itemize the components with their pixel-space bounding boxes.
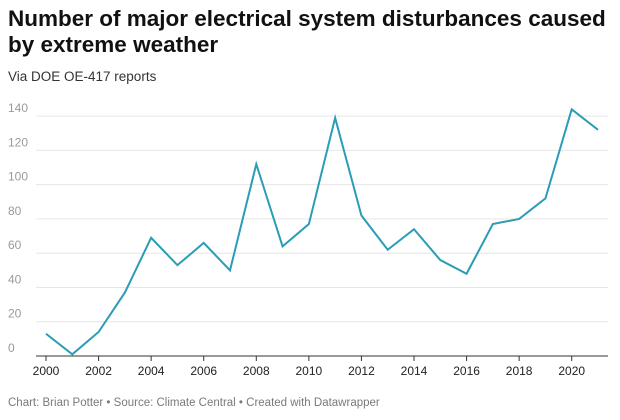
data-series (44, 107, 600, 356)
data-point (97, 330, 101, 334)
x-tick-label: 2004 (138, 364, 165, 378)
x-axis-ticks: 2000 2002 2004 2006 2008 2010 2012 2014 2016 2018… (33, 356, 585, 378)
y-tick-label: 20 (8, 307, 22, 321)
data-point (465, 272, 469, 276)
y-tick-label: 80 (8, 204, 22, 218)
data-point (228, 268, 232, 272)
x-tick-label: 2008 (243, 364, 270, 378)
data-point (333, 116, 337, 120)
data-point (149, 236, 153, 240)
y-axis-ticks: 0 20 40 60 80 100 120 140 (8, 101, 28, 355)
data-point (570, 107, 574, 111)
x-tick-label: 2016 (453, 364, 480, 378)
x-tick-label: 2000 (33, 364, 60, 378)
data-point (491, 222, 495, 226)
data-point (307, 222, 311, 226)
data-point (44, 332, 48, 336)
data-point (70, 352, 74, 356)
x-tick-label: 2006 (190, 364, 217, 378)
data-point (543, 196, 547, 200)
data-point (386, 248, 390, 252)
chart-subtitle: Via DOE OE-417 reports (8, 69, 157, 84)
y-tick-label: 40 (8, 272, 22, 286)
gridlines (36, 115, 608, 357)
y-tick-label: 140 (8, 101, 28, 115)
data-point (123, 291, 127, 295)
y-tick-label: 0 (8, 341, 15, 355)
y-tick-label: 100 (8, 170, 28, 184)
data-point (281, 244, 285, 248)
x-tick-label: 2002 (85, 364, 112, 378)
data-point (438, 258, 442, 262)
x-tick-label: 2014 (401, 364, 428, 378)
x-tick-label: 2012 (348, 364, 375, 378)
x-tick-label: 2018 (506, 364, 533, 378)
chart-footer: Chart: Brian Potter • Source: Climate Ce… (8, 397, 380, 409)
data-point (359, 214, 363, 218)
data-point (175, 263, 179, 267)
data-point (596, 128, 600, 132)
chart-title: Number of major electrical system distur… (8, 6, 606, 57)
data-point (517, 217, 521, 221)
data-point (254, 162, 258, 166)
y-tick-label: 120 (8, 135, 28, 149)
x-tick-label: 2010 (296, 364, 323, 378)
data-point (202, 241, 206, 245)
series-line (45, 107, 599, 356)
data-point (412, 227, 416, 231)
x-tick-label: 2020 (558, 364, 585, 378)
y-tick-label: 60 (8, 238, 22, 252)
